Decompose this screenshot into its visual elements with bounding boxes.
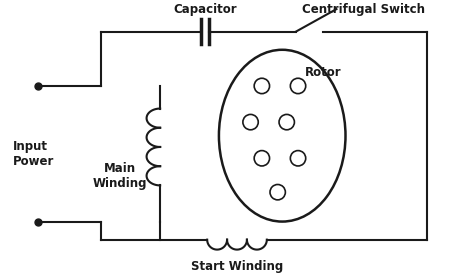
Text: Rotor: Rotor [305, 66, 341, 79]
Text: Input
Power: Input Power [13, 140, 55, 168]
Text: Start Winding: Start Winding [191, 260, 283, 273]
Text: Main
Winding: Main Winding [92, 162, 147, 190]
Text: Capacitor: Capacitor [173, 3, 237, 16]
Text: Centrifugal Switch: Centrifugal Switch [302, 3, 425, 16]
